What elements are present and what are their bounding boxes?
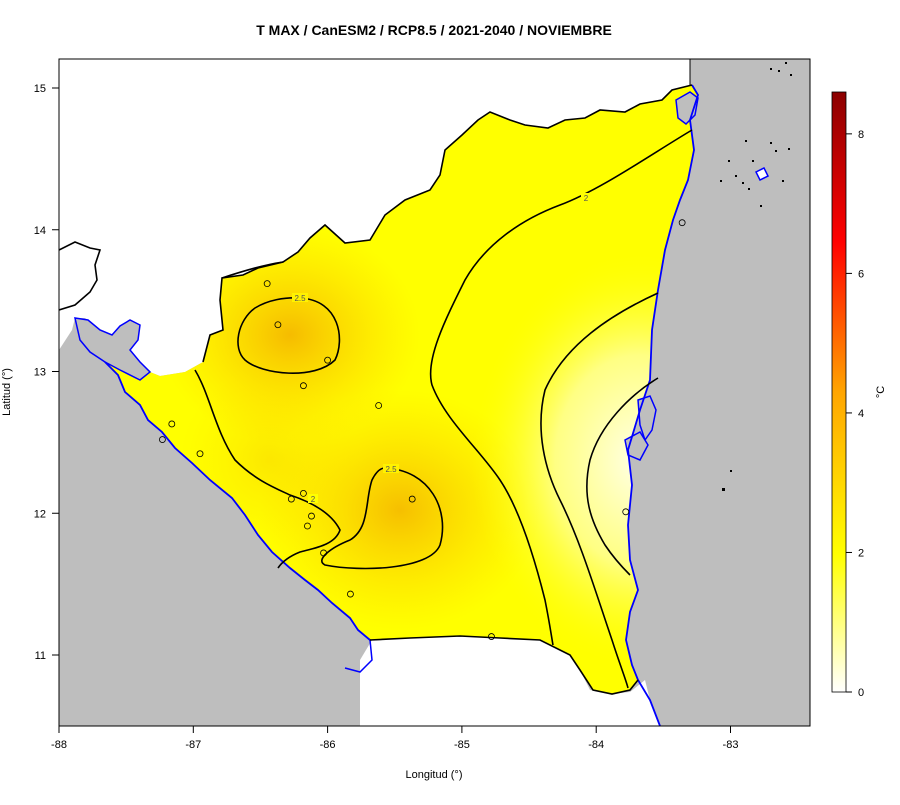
x-tick-label: -83 bbox=[723, 739, 739, 751]
station-marker bbox=[159, 436, 166, 443]
contours bbox=[194, 129, 693, 689]
station-marker bbox=[488, 633, 495, 640]
y-tick-label: 15 bbox=[34, 83, 46, 95]
coastline-southern-lake bbox=[344, 639, 373, 673]
colorbar-tick-label: 6 bbox=[858, 268, 864, 280]
island-specks bbox=[720, 62, 792, 491]
x-tick-label: -86 bbox=[320, 739, 336, 751]
y-tick-label: 12 bbox=[34, 508, 46, 520]
station-marker bbox=[678, 219, 686, 227]
station-marker bbox=[408, 495, 416, 503]
colorbar-tick-label: 2 bbox=[858, 547, 864, 559]
contour-2_5-south bbox=[321, 467, 444, 570]
station-marker bbox=[320, 549, 327, 557]
contour-1 bbox=[586, 377, 659, 576]
station-marker bbox=[324, 356, 332, 364]
x-tick-label: -85 bbox=[454, 739, 470, 751]
colorbar-gradient bbox=[831, 91, 847, 693]
station-marker bbox=[274, 321, 282, 329]
x-tick-label: -84 bbox=[588, 739, 604, 751]
island-corn bbox=[754, 166, 770, 182]
contour-1_5 bbox=[540, 292, 659, 689]
station-marker bbox=[347, 590, 354, 598]
contour-2-west bbox=[194, 261, 341, 569]
contour-2_5-north bbox=[237, 297, 341, 374]
border-honduras bbox=[202, 84, 693, 363]
colorbar-unit-label: °C bbox=[875, 386, 887, 398]
station-marker bbox=[622, 508, 630, 516]
contour-2-central bbox=[429, 129, 693, 646]
x-tick-label: -87 bbox=[185, 739, 201, 751]
weather-stations bbox=[159, 219, 686, 640]
station-marker bbox=[300, 490, 307, 497]
colorbar-tick-label: 4 bbox=[858, 408, 864, 420]
gulf-fonseca bbox=[74, 317, 152, 381]
x-axis-label: Longitud (°) bbox=[406, 769, 463, 781]
station-marker bbox=[287, 495, 295, 503]
station-marker bbox=[196, 450, 204, 458]
colorbar: 0 2 4 6 8 °C bbox=[831, 91, 887, 699]
station-marker bbox=[375, 402, 383, 409]
y-tick-label: 14 bbox=[34, 225, 46, 237]
y-tick-label: 11 bbox=[35, 650, 46, 662]
y-axis-label: Latitud (°) bbox=[1, 368, 13, 416]
station-marker bbox=[304, 522, 311, 530]
contour-label-2_5-south: 2.5 bbox=[385, 465, 397, 474]
contour-label-2-west: 2 bbox=[311, 495, 316, 504]
contour-labels: 2.5 2.5 2 2 bbox=[292, 193, 591, 504]
y-axis: 11 12 13 14 15 bbox=[34, 83, 60, 662]
contour-label-2-north: 2 bbox=[584, 194, 589, 203]
y-tick-label: 13 bbox=[34, 367, 46, 379]
colorbar-tick-label: 0 bbox=[858, 687, 864, 699]
station-marker bbox=[300, 382, 307, 390]
border-west-top bbox=[59, 241, 102, 311]
x-tick-label: -88 bbox=[51, 739, 67, 751]
contour-label-2_5-north: 2.5 bbox=[294, 294, 306, 303]
land-honduras bbox=[59, 59, 690, 376]
station-marker bbox=[308, 512, 315, 520]
lagoon-pearl bbox=[637, 395, 657, 442]
coastline-pacific bbox=[104, 361, 371, 641]
map-title: T MAX / CanESM2 / RCP8.5 / 2021-2040 / N… bbox=[256, 22, 612, 38]
border-costa-rica bbox=[369, 635, 639, 695]
colorbar-ticks: 0 2 4 6 8 bbox=[846, 129, 864, 699]
lagoon-north bbox=[675, 91, 699, 125]
land-costa-rica bbox=[360, 636, 660, 726]
station-marker bbox=[168, 420, 176, 428]
land-west-top bbox=[59, 59, 100, 310]
station-marker bbox=[263, 280, 271, 288]
coastline-caribbean bbox=[625, 84, 699, 726]
colorbar-tick-label: 8 bbox=[858, 129, 864, 141]
x-axis: -88 -87 -86 -85 -84 -83 bbox=[51, 725, 739, 751]
